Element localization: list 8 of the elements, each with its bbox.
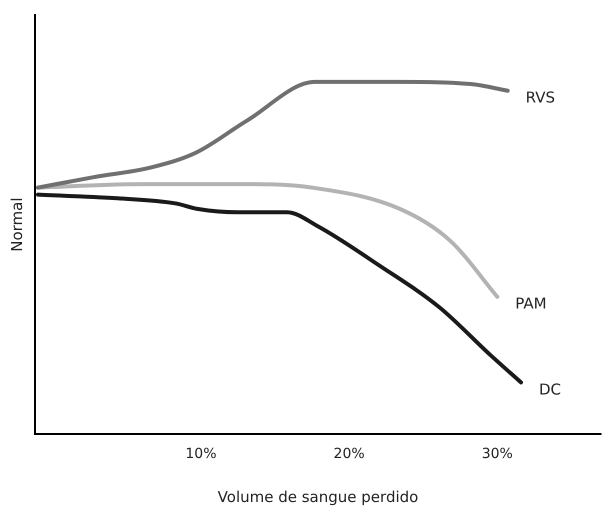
series-label: PAM [515, 294, 547, 313]
series-label: DC [538, 380, 562, 398]
x-tick-label: 20% [334, 446, 365, 462]
x-tick-label: 10% [185, 446, 217, 462]
series-label: RVS [526, 88, 556, 107]
y-axis-title: Normal [8, 197, 26, 252]
x-tick-label: 30% [482, 446, 513, 462]
x-axis-title: Volume de sangue perdido [218, 488, 418, 506]
